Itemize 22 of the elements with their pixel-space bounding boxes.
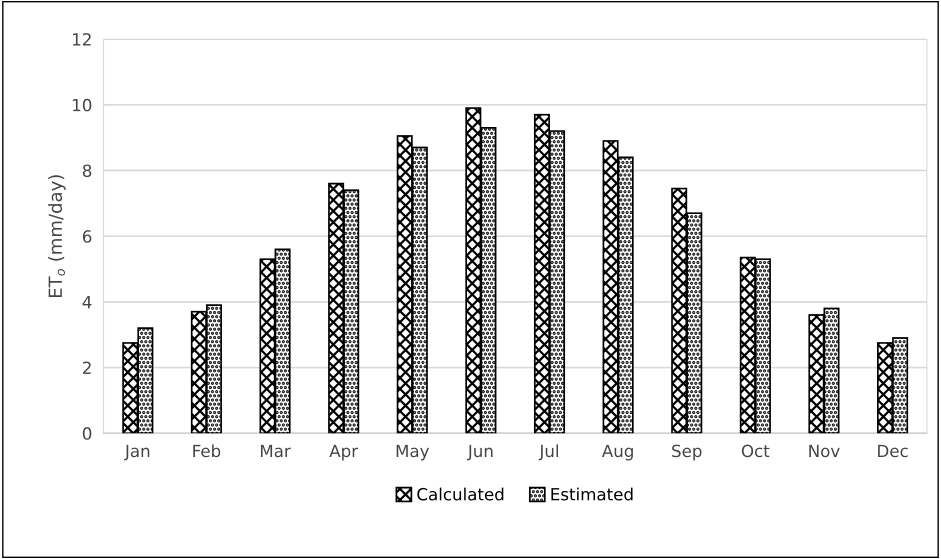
y-tick-label: 2 bbox=[83, 362, 91, 374]
y-tick-label: 6 bbox=[82, 230, 92, 243]
x-tick-label: Feb bbox=[193, 444, 220, 458]
x-tick-label: Sep bbox=[672, 444, 702, 460]
y-axis-title: ET$_{o}$ (mm/day) bbox=[48, 175, 66, 298]
x-tick-label: Oct bbox=[742, 444, 770, 458]
y-tick-label: 4 bbox=[82, 296, 92, 308]
legend-label: Calculated bbox=[417, 488, 504, 501]
x-tick-label: Jun bbox=[467, 444, 492, 460]
x-tick-label: Nov bbox=[809, 444, 840, 458]
legend-label: Estimated bbox=[551, 488, 632, 501]
x-tick-label: Apr bbox=[329, 444, 358, 460]
x-tick-label: Dec bbox=[878, 444, 908, 458]
x-tick-label: Jul bbox=[538, 444, 558, 460]
x-tick-label: Mar bbox=[260, 444, 291, 458]
x-tick-label: Aug bbox=[602, 444, 633, 460]
y-tick-label: 12 bbox=[73, 33, 91, 46]
x-tick-label: Jan bbox=[124, 444, 150, 460]
x-tick-label: May bbox=[396, 444, 430, 460]
y-tick-label: 10 bbox=[73, 98, 92, 112]
y-tick-label: 8 bbox=[82, 164, 92, 178]
y-tick-label: 0 bbox=[82, 427, 92, 440]
